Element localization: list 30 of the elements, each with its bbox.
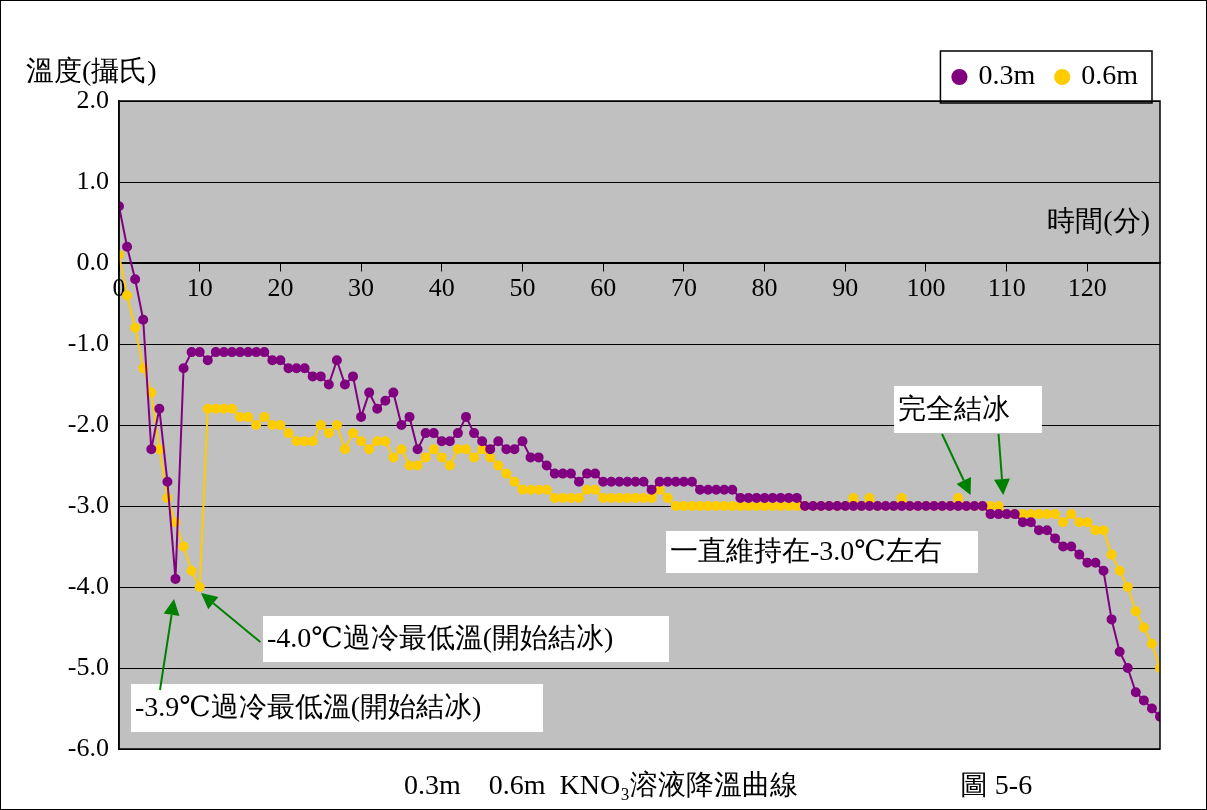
x-tick-label: 100	[906, 273, 946, 303]
x-tick-label: 50	[509, 273, 536, 303]
annotation: 完全結冰	[898, 392, 1010, 424]
x-tick-label: 80	[751, 273, 778, 303]
x-tick-label: 90	[832, 273, 859, 303]
x-tick-label: 120	[1067, 273, 1107, 303]
y-tick-label: -6.0	[67, 732, 109, 762]
x-tick-label: 10	[186, 273, 213, 303]
x-tick-label: 110	[987, 273, 1026, 303]
legend-label: 0.6m	[1081, 59, 1139, 91]
y-axis-title: 溫度(攝氏)	[26, 55, 157, 87]
y-tick-label: 0.0	[76, 246, 109, 276]
x-tick-label: 60	[590, 273, 617, 303]
y-tick-label: -2.0	[67, 408, 109, 438]
x-tick-label: 70	[670, 273, 697, 303]
annotation: 一直維持在-3.0℃左右	[670, 535, 942, 567]
x-axis-title: 時間(分)	[1047, 205, 1150, 237]
text: 0.3m 0.6m KNO₃溶液降溫曲線	[404, 769, 798, 801]
y-tick-label: -4.0	[67, 570, 109, 600]
annotation: -3.9℃過冷最低溫(開始結冰)	[135, 691, 482, 723]
annotation: -4.0℃過冷最低溫(開始結冰)	[267, 622, 614, 654]
y-tick-label: -5.0	[67, 651, 109, 681]
legend-label: 0.3m	[978, 59, 1036, 91]
y-tick-label: -3.0	[67, 489, 109, 519]
caption: 圖 5-6	[959, 769, 1033, 801]
y-tick-label: -1.0	[67, 327, 109, 357]
x-tick-label: 20	[267, 273, 294, 303]
x-tick-label: 30	[348, 273, 375, 303]
y-tick-label: 1.0	[76, 165, 109, 195]
x-tick-label: 40	[428, 273, 455, 303]
